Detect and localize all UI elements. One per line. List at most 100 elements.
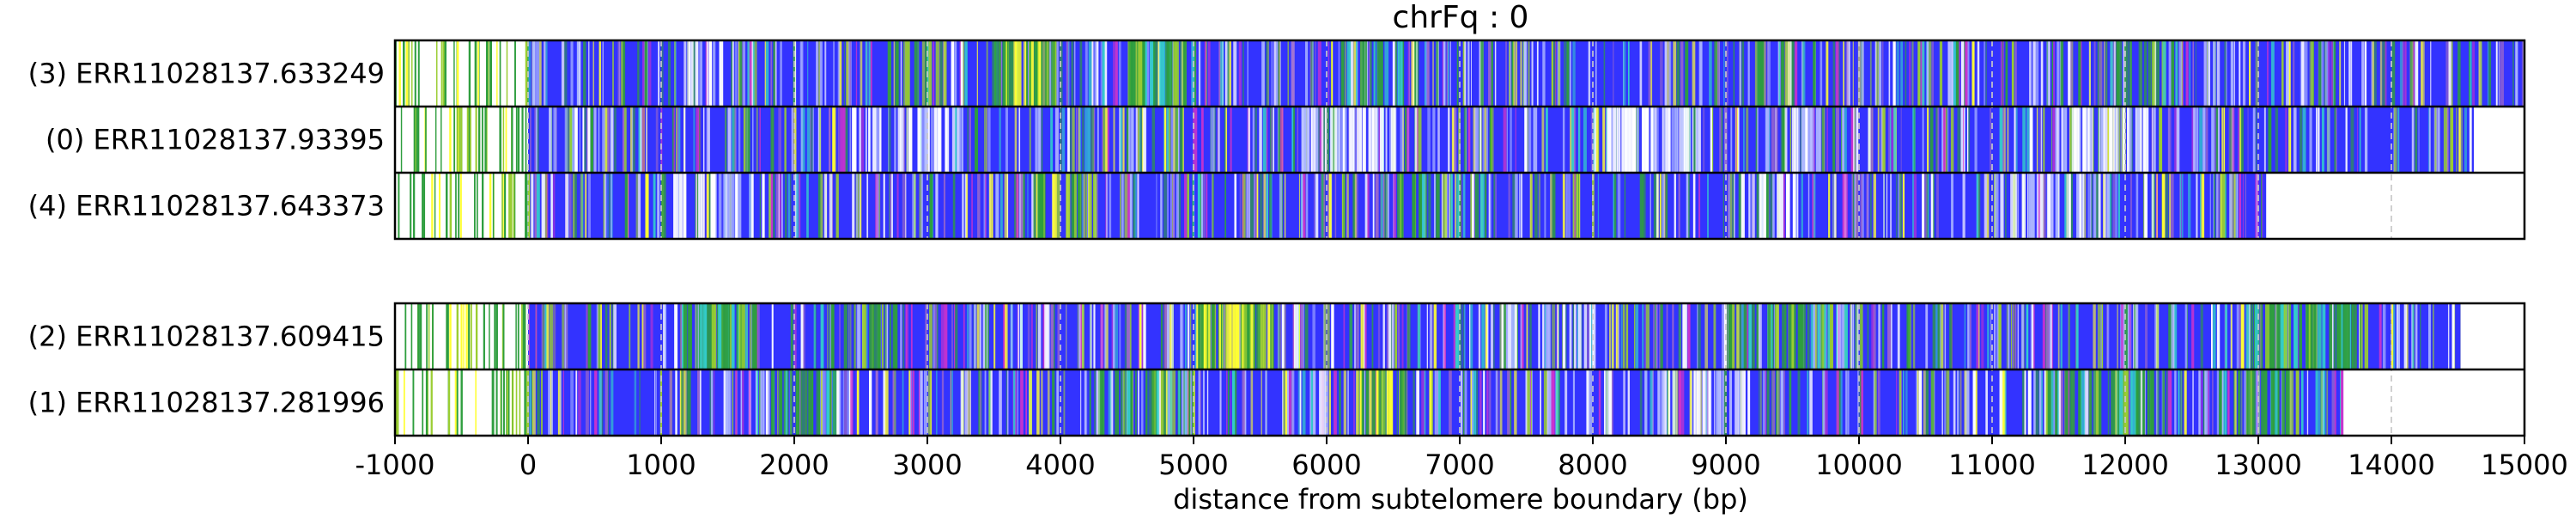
tract-stripe	[1572, 369, 1576, 436]
tract-stripe	[1005, 369, 1007, 436]
tract-stripe	[1978, 303, 1980, 369]
tract-stripe	[587, 303, 592, 369]
tract-stripe	[1840, 369, 1843, 436]
tract-stripe	[906, 107, 908, 173]
tract-stripe	[928, 369, 932, 436]
tract-stripe	[1371, 107, 1374, 173]
tract-stripe	[1138, 369, 1139, 436]
tract-stripe	[951, 303, 953, 369]
tract-stripe	[1464, 40, 1467, 107]
tract-stripe	[1947, 107, 1949, 173]
tract-stripe	[676, 173, 678, 239]
tract-stripe	[1608, 303, 1611, 369]
x-tick-label: 1000	[626, 449, 696, 481]
tract-stripe	[1780, 369, 1783, 436]
read-track	[395, 40, 2524, 107]
tract-stripe	[1301, 303, 1303, 369]
tract-stripe	[731, 107, 735, 173]
tract-stripe	[417, 40, 420, 107]
tract-stripe	[496, 40, 498, 107]
tract-stripe	[1131, 107, 1134, 173]
tract-stripe	[2101, 107, 2104, 173]
tract-stripe	[2341, 369, 2344, 436]
tract-stripe	[860, 173, 862, 239]
tract-stripe	[2211, 107, 2214, 173]
tract-stripe	[1878, 40, 1881, 107]
tract-stripe	[1090, 303, 1092, 369]
tract-stripe	[2166, 369, 2168, 436]
tract-stripe	[2428, 107, 2431, 173]
tract-stripe	[1722, 369, 1725, 436]
tract-stripe	[532, 40, 536, 107]
tract-stripe	[1076, 107, 1078, 173]
x-axis-label: distance from subtelomere boundary (bp)	[1173, 483, 1748, 516]
tract-stripe	[1520, 40, 1522, 107]
tract-stripe	[1254, 173, 1257, 239]
tract-stripe	[951, 369, 953, 436]
tract-stripe	[1922, 40, 1925, 107]
tract-stripe	[2470, 40, 2472, 107]
tract-stripe	[1036, 303, 1038, 369]
tract-stripe	[1817, 303, 1820, 369]
tract-stripe	[1121, 173, 1124, 239]
tract-stripe	[2191, 303, 2195, 369]
tract-stripe	[1688, 173, 1690, 239]
tract-stripe	[2233, 173, 2235, 239]
tract-stripe	[2115, 173, 2117, 239]
tract-stripe	[1049, 40, 1052, 107]
tract-stripe	[2298, 369, 2300, 436]
tract-stripe	[753, 303, 757, 369]
tract-stripe	[2169, 173, 2172, 239]
tract-stripe	[925, 40, 927, 107]
tract-stripe	[859, 173, 861, 239]
tract-stripe	[1056, 173, 1060, 239]
tract-stripe	[460, 369, 463, 436]
tract-stripe	[1364, 40, 1368, 107]
tract-stripe	[617, 40, 621, 107]
tract-stripe	[505, 107, 507, 173]
tract-stripe	[2051, 40, 2054, 107]
tract-stripe	[1969, 303, 1971, 369]
tract-stripe	[696, 173, 701, 239]
tract-stripe	[1764, 40, 1767, 107]
tract-stripe	[692, 40, 696, 107]
tract-stripe	[2024, 369, 2026, 436]
tract-stripe	[1508, 173, 1510, 239]
tract-stripe	[2123, 107, 2126, 173]
tract-stripe	[833, 40, 835, 107]
tract-stripe	[1428, 173, 1431, 239]
tract-stripe	[2140, 107, 2142, 173]
tract-stripe	[1470, 40, 1472, 107]
tract-stripe	[2156, 303, 2160, 369]
tract-stripe	[1437, 107, 1440, 173]
tract-stripe	[1838, 303, 1842, 369]
tract-stripe	[2064, 107, 2068, 173]
tract-stripe	[1586, 303, 1590, 369]
tract-stripe	[773, 173, 775, 239]
tract-stripe	[1802, 303, 1806, 369]
tract-stripe	[438, 173, 441, 239]
tract-stripe	[1237, 303, 1242, 369]
tract-stripe	[711, 303, 716, 369]
tract-stripe	[987, 107, 991, 173]
tract-stripe	[1583, 303, 1588, 369]
tract-stripe	[1810, 303, 1814, 369]
x-tick-label: 10000	[1815, 449, 1903, 481]
tract-stripe	[593, 107, 597, 173]
tract-stripe	[2083, 369, 2087, 436]
tract-stripe	[1368, 107, 1371, 173]
tract-stripe	[1577, 107, 1580, 173]
tract-stripe	[1730, 303, 1735, 369]
tract-stripe	[2360, 303, 2363, 369]
tract-stripe	[528, 40, 532, 107]
tract-stripe	[1925, 303, 1929, 369]
read-label: (2) ERR11028137.609415	[28, 321, 385, 353]
tract-stripe	[1727, 303, 1730, 369]
tract-stripe	[781, 173, 783, 239]
tract-stripe	[1137, 173, 1139, 239]
tract-stripe	[2239, 303, 2241, 369]
tract-stripe	[905, 303, 909, 369]
tract-stripe	[1551, 40, 1554, 107]
tract-stripe	[1663, 173, 1667, 239]
tract-stripe	[1199, 303, 1203, 369]
